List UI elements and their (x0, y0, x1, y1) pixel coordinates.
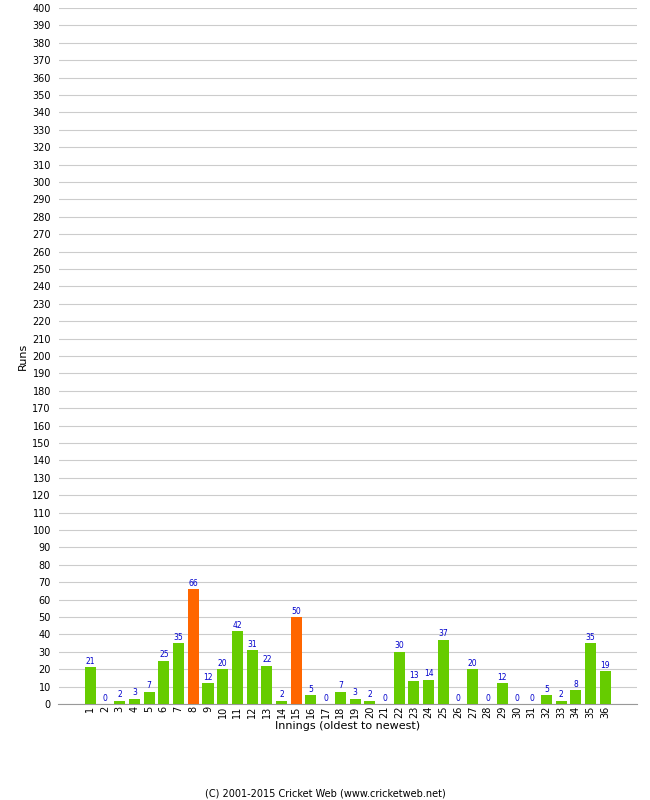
Text: 20: 20 (218, 659, 227, 668)
Bar (173, 643, 184, 704)
Text: 0: 0 (103, 694, 107, 702)
Bar (585, 643, 596, 704)
Text: 25: 25 (159, 650, 169, 659)
Text: 0: 0 (485, 694, 490, 702)
Text: 35: 35 (586, 633, 595, 642)
Text: 7: 7 (338, 682, 343, 690)
Text: (C) 2001-2015 Cricket Web (www.cricketweb.net): (C) 2001-2015 Cricket Web (www.cricketwe… (205, 788, 445, 798)
Text: 3: 3 (132, 688, 137, 698)
Bar (408, 682, 419, 704)
Text: 0: 0 (382, 694, 387, 702)
Text: 2: 2 (118, 690, 122, 699)
Bar (114, 701, 125, 704)
Bar (364, 701, 375, 704)
Bar (84, 667, 96, 704)
Text: 0: 0 (323, 694, 328, 702)
Text: 35: 35 (174, 633, 183, 642)
Bar (188, 589, 199, 704)
Bar (246, 650, 257, 704)
Text: 2: 2 (367, 690, 372, 699)
Text: 19: 19 (601, 661, 610, 670)
Text: 5: 5 (544, 685, 549, 694)
Bar (335, 692, 346, 704)
Text: 14: 14 (424, 670, 434, 678)
Bar (144, 692, 155, 704)
Bar (556, 701, 567, 704)
Bar (600, 671, 611, 704)
Text: 42: 42 (233, 621, 242, 630)
Text: 5: 5 (309, 685, 313, 694)
X-axis label: Innings (oldest to newest): Innings (oldest to newest) (275, 721, 421, 730)
Text: 31: 31 (247, 640, 257, 649)
Text: 50: 50 (291, 606, 301, 616)
Bar (291, 617, 302, 704)
Text: 2: 2 (280, 690, 284, 699)
Bar (541, 695, 552, 704)
Bar (203, 683, 213, 704)
Bar (261, 666, 272, 704)
Y-axis label: Runs: Runs (18, 342, 28, 370)
Bar (129, 698, 140, 704)
Bar (217, 669, 228, 704)
Text: 30: 30 (395, 642, 404, 650)
Bar (276, 701, 287, 704)
Bar (497, 683, 508, 704)
Text: 7: 7 (147, 682, 151, 690)
Text: 3: 3 (353, 688, 358, 698)
Text: 21: 21 (86, 657, 95, 666)
Bar (394, 652, 405, 704)
Bar (232, 631, 243, 704)
Bar (423, 680, 434, 704)
Bar (438, 640, 449, 704)
Bar (306, 695, 317, 704)
Text: 13: 13 (409, 671, 419, 680)
Text: 12: 12 (203, 673, 213, 682)
Text: 0: 0 (515, 694, 519, 702)
Bar (467, 669, 478, 704)
Text: 0: 0 (456, 694, 460, 702)
Bar (350, 698, 361, 704)
Text: 2: 2 (559, 690, 564, 699)
Text: 8: 8 (573, 680, 578, 689)
Bar (570, 690, 581, 704)
Bar (159, 661, 170, 704)
Text: 66: 66 (188, 578, 198, 588)
Text: 20: 20 (468, 659, 478, 668)
Text: 37: 37 (439, 630, 448, 638)
Text: 12: 12 (497, 673, 507, 682)
Text: 22: 22 (262, 655, 272, 664)
Text: 0: 0 (529, 694, 534, 702)
